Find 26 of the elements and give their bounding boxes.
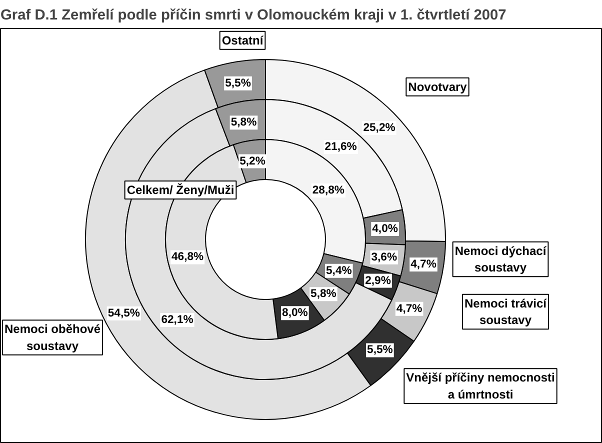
chart-title: Graf D.1 Zemřelí podle příčin smrti v Olomouckém kraji v 1. čtvrtletí 2007 — [0, 8, 506, 24]
data-label: 5,4% — [326, 264, 352, 277]
data-label: 46,8% — [171, 251, 204, 264]
data-label: 5,8% — [310, 288, 336, 300]
data-label: 3,6% — [371, 251, 398, 264]
data-label: 5,5% — [225, 77, 251, 90]
data-label: 54,5% — [108, 307, 140, 320]
slice-label: Vnější příčiny nemocnosti a úmrtnosti — [406, 370, 555, 402]
data-label: 62,1% — [161, 314, 194, 326]
data-label: 5,8% — [230, 116, 257, 129]
slice-label: Nemoci oběhové soustavy — [4, 322, 101, 353]
slice-label: Nemoci trávicí soustavy — [464, 296, 548, 328]
slice-label: Nemoci dýchací soustavy — [454, 244, 547, 275]
data-label: 4,7% — [410, 258, 436, 270]
data-label: 25,2% — [363, 122, 396, 134]
slice-label: Novotvary — [408, 80, 468, 94]
text: Celkem/ Ženy/Muži — [126, 182, 234, 197]
data-label: 5,5% — [367, 344, 393, 356]
data-label: 5,2% — [240, 155, 266, 168]
data-label: 2,9% — [365, 274, 391, 287]
data-label: 4,0% — [372, 223, 398, 236]
data-label: 4,7% — [396, 302, 422, 315]
data-label: 21,6% — [324, 140, 357, 153]
slice-label: Ostatní — [222, 33, 264, 48]
data-label: 8,0% — [282, 307, 308, 320]
data-label: 28,8% — [312, 184, 344, 197]
